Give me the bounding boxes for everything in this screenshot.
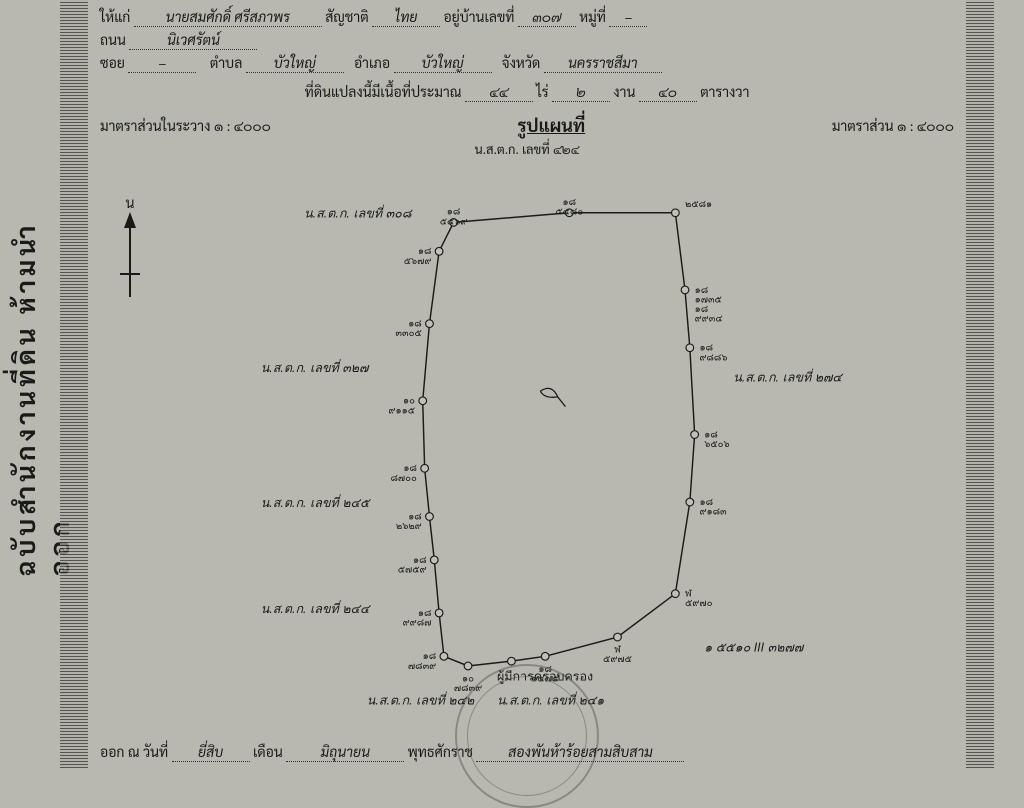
- compass-label: น: [120, 194, 140, 212]
- neighbor-w1: น.ส.ต.ก. เลขที่ ๓๒๗: [261, 359, 370, 375]
- neighbor-w2: น.ส.ต.ก. เลขที่ ๒๔๕: [261, 494, 371, 510]
- issue-month: มิถุนายน: [286, 743, 404, 762]
- tambon: บัวใหญ่: [246, 54, 344, 73]
- vertex-label: ๒๕๘๑: [685, 199, 712, 210]
- vertex-label: ๘๗๐๐: [391, 473, 418, 484]
- survey-vertex: [614, 633, 622, 641]
- label-year: พุทธศักราช: [408, 743, 473, 761]
- survey-vertex: [681, 286, 689, 294]
- survey-vertex: [672, 590, 680, 598]
- vertex-label: ๖๕๐๖: [704, 439, 729, 450]
- parcel-boundary: [423, 213, 695, 666]
- soi: –: [128, 54, 196, 73]
- survey-vertex: [541, 652, 549, 660]
- issue-prefix: ออก ณ วันที่: [100, 743, 168, 761]
- vertex-label: ๙๙๓๔: [695, 314, 723, 325]
- label-house-no: อยู่บ้านเลขที่: [444, 8, 515, 26]
- survey-map: ๑๘๕๔๖๙๑๘๕๔๘๐๒๕๘๑๑๘๑๗๓๕๑๘๙๙๓๔๑๘๙๘๘๖๑๘๖๕๐๖…: [240, 179, 860, 719]
- moo: –: [609, 8, 647, 27]
- map-title: รูปแผนที่: [518, 114, 586, 137]
- vertex-label: ๙๘๘๖: [699, 352, 727, 363]
- vertex-label: ๕๗๕๙: [398, 564, 427, 575]
- survey-vertex: [686, 344, 694, 352]
- vertex-label: ๓๓๐๕: [395, 328, 421, 339]
- survey-vertex: [686, 498, 694, 506]
- area-wah: ๔๐: [639, 83, 697, 102]
- label-province: จังหวัด: [502, 54, 541, 72]
- house-no: ๓๐๗: [518, 8, 576, 27]
- area-line: ที่ดินแปลงนี้มีเนื้อที่ประมาณ ๔๔ ไร่ ๒ ง…: [100, 83, 954, 102]
- label-rai: ไร่: [536, 83, 548, 101]
- survey-vertex: [421, 464, 429, 472]
- label-soi: ซอย: [100, 54, 125, 72]
- address-line-2: ซอย – ตำบล บัวใหญ่ อำเภอ บัวใหญ่ จังหวัด…: [100, 54, 954, 73]
- owner-line: ให้แก่ นายสมศักดิ์ ศรีสภาพร สัญชาติ ไทย …: [100, 8, 954, 27]
- vertex-label: ๙๑๘๓: [699, 507, 727, 518]
- compass-arrow-icon: [120, 212, 140, 302]
- area-ngan: ๒: [552, 83, 610, 102]
- survey-vertex: [426, 320, 434, 328]
- vertex-label: ๕๙๗๕: [603, 654, 632, 665]
- compass: น: [120, 194, 140, 302]
- label-wah: ตารางวา: [700, 83, 749, 101]
- issue-date-line: ออก ณ วันที่ ยี่สิบ เดือน มิถุนายน พุทธศ…: [100, 743, 954, 762]
- survey-vertex: [508, 657, 516, 665]
- survey-vertex: [435, 247, 443, 255]
- vertex-label: ๕๙๗๐: [685, 598, 713, 609]
- survey-vertex: [430, 556, 438, 564]
- label-tambon: ตำบล: [210, 54, 242, 72]
- vertex-label: ๕๔๘๐: [555, 207, 583, 218]
- scale-left: มาตราส่วนในระวาง ๑ : ๔๐๐๐: [100, 117, 271, 135]
- address-line-1: ถนน นิเวศรัตน์: [100, 31, 954, 50]
- neighbor-east: น.ส.ต.ก. เลขที่ ๒๗๔: [733, 369, 843, 385]
- neighbor-w3: น.ส.ต.ก. เลขที่ ๒๔๔: [261, 600, 371, 616]
- area-rai: ๔๔: [465, 83, 533, 102]
- vertex-label: ๗๘๓๙: [408, 661, 436, 672]
- issue-day: ยี่สิบ: [172, 743, 250, 762]
- vertex-label: ๕๔๖๙: [440, 216, 468, 227]
- scale-right: มาตราส่วน ๑ : ๔๐๐๐: [832, 117, 954, 135]
- vertex-label: ๒๖๒๙: [396, 521, 422, 532]
- center-mark-icon: [540, 388, 565, 406]
- survey-vertex: [435, 609, 443, 617]
- decorative-border-right: [966, 0, 994, 768]
- document-content: ให้แก่ นายสมศักดิ์ ศรีสภาพร สัญชาติ ไทย …: [100, 4, 954, 768]
- survey-vertex: [691, 431, 699, 439]
- survey-vertex: [426, 513, 434, 521]
- road: นิเวศรัตน์: [129, 31, 257, 50]
- vertex-label: ๕๖๗๙: [404, 256, 432, 267]
- amphoe: บัวใหญ่: [394, 54, 492, 73]
- province: นครราชสีมา: [544, 54, 662, 73]
- neighbor-s1: น.ส.ต.ก. เลขที่ ๒๔๒: [367, 692, 475, 708]
- label-moo: หมู่ที่: [579, 8, 606, 26]
- nationality: ไทย: [372, 8, 440, 27]
- vertex-label: ๙๙๘๗: [403, 617, 432, 628]
- label-road: ถนน: [100, 31, 126, 49]
- label-month: เดือน: [253, 743, 283, 761]
- owner-name: นายสมศักดิ์ ศรีสภาพร: [134, 8, 322, 27]
- vertex-label: ๙๑๑๕: [388, 405, 415, 416]
- label-nationality: สัญชาติ: [325, 8, 369, 26]
- survey-vertex: [440, 652, 448, 660]
- survey-vertex: [464, 662, 472, 670]
- scale-row: มาตราส่วนในระวาง ๑ : ๔๐๐๐ รูปแผนที่ มาตร…: [100, 114, 954, 137]
- label-amphoe: อำเภอ: [354, 54, 390, 72]
- survey-vertex: [672, 209, 680, 217]
- label-ngan: งาน: [613, 83, 635, 101]
- neighbor-north: น.ส.ต.ก. เลขที่ ๓๐๘: [304, 205, 413, 221]
- map-subtitle: น.ส.ต.ก. เลขที่ ๔๒๔: [100, 141, 954, 158]
- decorative-border-left: [60, 0, 88, 768]
- area-prefix: ที่ดินแปลงนี้มีเนื้อที่ประมาณ: [305, 83, 462, 101]
- sheet-ref: ๑ ๕๕๑๐ III ๓๒๗๗: [704, 641, 805, 655]
- survey-vertex: [419, 397, 427, 405]
- official-seal-icon: [455, 664, 599, 808]
- issue-year: สองพันห้าร้อยสามสิบสาม: [476, 743, 684, 762]
- label-to: ให้แก่: [100, 8, 130, 26]
